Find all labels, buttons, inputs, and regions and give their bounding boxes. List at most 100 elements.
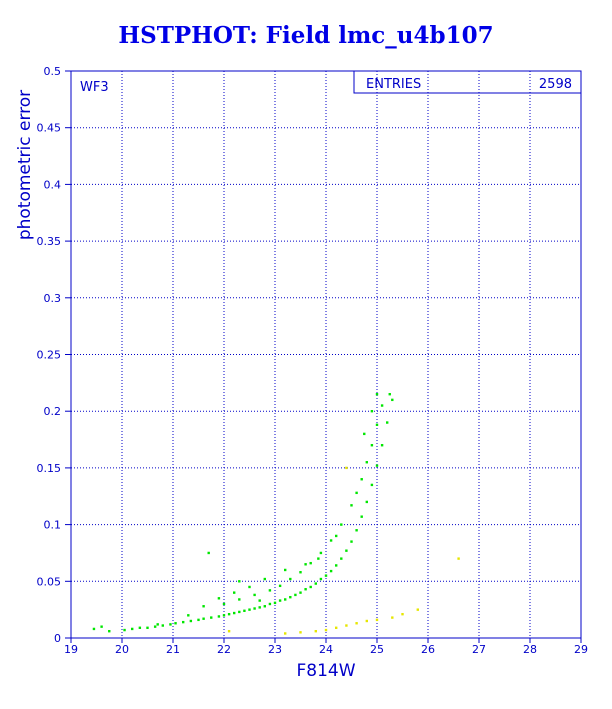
y-tick-label: 0.5 [44, 65, 62, 78]
data-point-green [131, 627, 134, 631]
data-point-green [263, 605, 266, 608]
x-tick-label: 22 [217, 643, 231, 656]
stats-entries-label: ENTRIES [366, 77, 421, 92]
data-point-green [309, 561, 312, 565]
data-point-green [248, 608, 251, 611]
data-point-yellow [335, 626, 338, 629]
data-point-green [324, 574, 328, 577]
data-point-yellow [284, 632, 287, 635]
data-point-yellow [355, 622, 358, 625]
data-point-yellow [345, 466, 348, 470]
data-point-green [365, 461, 368, 464]
data-point-green [253, 593, 256, 597]
data-point-green [380, 444, 384, 447]
data-point-green [108, 629, 111, 633]
data-point-green [92, 627, 96, 631]
x-tick-label: 26 [421, 643, 435, 656]
data-point-green [309, 585, 312, 589]
data-point-green [391, 398, 394, 402]
y-tick-label: 0.15 [37, 462, 62, 475]
data-point-green [350, 540, 353, 543]
data-point-green [284, 598, 287, 601]
data-point-green [340, 557, 343, 560]
x-tick-label: 23 [268, 643, 282, 656]
grid-lines [71, 71, 581, 638]
data-point-green [317, 557, 320, 560]
data-point-yellow [299, 631, 302, 634]
data-point-green [138, 626, 142, 629]
data-point-green [202, 617, 205, 620]
data-point-green [100, 625, 103, 628]
data-point-green [153, 625, 157, 628]
data-point-green [375, 392, 379, 396]
data-point-green [314, 582, 317, 585]
data-point-green [375, 423, 379, 427]
data-point-green [355, 491, 358, 495]
x-tick-label: 28 [523, 643, 537, 656]
data-point-green [233, 591, 236, 594]
data-point-green [319, 577, 323, 581]
data-points [92, 392, 460, 635]
data-point-green [380, 404, 384, 407]
data-point-green [207, 551, 210, 555]
data-point-green [248, 585, 251, 589]
data-point-yellow [324, 628, 328, 632]
data-point-yellow [401, 612, 404, 616]
data-point-yellow [314, 629, 317, 633]
data-point-green [238, 610, 241, 614]
data-point-green [174, 622, 177, 625]
data-point-green [299, 591, 302, 594]
y-tick-label: 0.2 [44, 405, 62, 418]
data-point-green [329, 539, 333, 542]
data-point-green [360, 515, 363, 518]
data-point-green [335, 564, 338, 567]
x-tick-label: 19 [64, 643, 78, 656]
x-tick-label: 25 [370, 643, 384, 656]
data-point-green [375, 464, 379, 467]
data-point-green [365, 500, 368, 504]
data-point-green [278, 584, 282, 588]
data-point-green [146, 626, 149, 629]
data-point-green [197, 618, 200, 622]
x-axis-label: F814W [296, 661, 355, 681]
data-point-green [345, 549, 348, 552]
data-point-green [189, 619, 193, 623]
data-point-green [355, 529, 358, 532]
y-tick-label: 0.3 [44, 292, 62, 305]
y-tick-label: 0.1 [44, 519, 62, 532]
data-point-yellow [227, 629, 231, 633]
data-point-green [304, 588, 307, 591]
y-tick-label: 0.35 [37, 235, 62, 248]
data-point-green [222, 602, 226, 606]
data-point-green [370, 410, 374, 413]
data-point-green [123, 628, 126, 632]
stats-box: ENTRIES 2598 [353, 71, 581, 94]
data-point-green [329, 569, 333, 573]
data-point-green [370, 483, 374, 487]
stats-entries-value: 2598 [539, 77, 572, 92]
data-point-green [202, 605, 205, 608]
axis-ticks: 19 20 21 22 23 24 25 26 27 28 29 0 0.05 0.1 0.15 0.2 0.2… [37, 65, 589, 656]
data-point-green [217, 615, 221, 618]
x-tick-label: 24 [319, 643, 333, 656]
data-point-yellow [365, 619, 368, 623]
data-point-green [243, 609, 246, 612]
data-point-green [294, 593, 297, 597]
data-point-green [263, 577, 266, 581]
data-point-green [289, 595, 292, 599]
data-point-green [233, 611, 236, 615]
data-point-green [217, 597, 221, 600]
data-point-green [238, 580, 241, 583]
data-point-green [299, 571, 302, 574]
data-point-green [268, 602, 272, 606]
data-point-green [386, 421, 389, 424]
data-point-green [363, 432, 366, 436]
data-point-green [388, 392, 391, 396]
data-point-yellow [345, 624, 348, 627]
data-point-green [238, 598, 241, 601]
x-tick-label: 20 [115, 643, 129, 656]
data-point-green [319, 551, 323, 555]
data-point-green [161, 624, 164, 627]
data-point-green [268, 589, 272, 592]
